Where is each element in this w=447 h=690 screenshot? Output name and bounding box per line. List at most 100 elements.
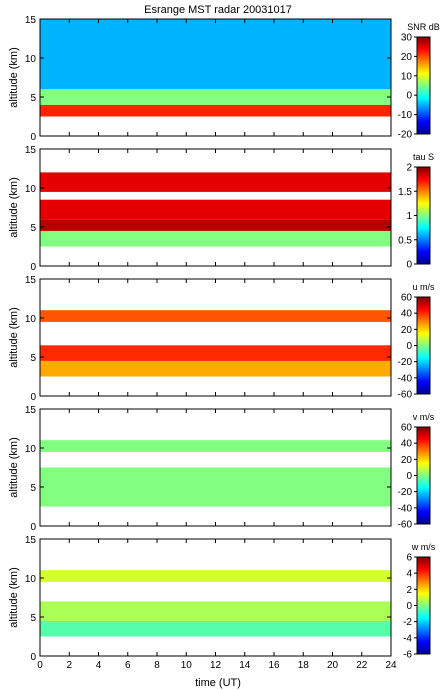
y-tick-label: 5 — [30, 353, 36, 364]
y-tick-label: 15 — [25, 405, 37, 416]
y-tick-label: 0 — [30, 132, 36, 143]
y-axis-label: altitude (km) — [8, 567, 20, 628]
colorbar-tick-label: 2 — [406, 585, 412, 596]
x-tick-label: 14 — [239, 660, 251, 671]
colorbar-tick-label: -6 — [403, 650, 412, 661]
y-axis-label: altitude (km) — [8, 437, 20, 498]
data-layer-1 — [40, 345, 391, 361]
x-tick-label: 0 — [37, 660, 43, 671]
colorbar-tick-label: 60 — [401, 423, 413, 434]
colorbar — [416, 556, 431, 655]
x-tick-label: 6 — [125, 660, 131, 671]
colorbar-label: SNR dB — [407, 22, 440, 32]
y-tick-label: 0 — [30, 392, 36, 403]
colorbar-tick-label: -40 — [398, 503, 413, 514]
x-tick-label: 16 — [268, 660, 280, 671]
panel-SNR: 0 5 10 15 altitude (km) SNR dB -20 -10 0 10 20 30 — [8, 15, 440, 143]
data-layer-2 — [40, 19, 391, 90]
y-tick-label: 15 — [25, 145, 37, 156]
x-tick-label: 8 — [154, 660, 160, 671]
colorbar-tick-label: -10 — [398, 110, 413, 121]
colorbar-tick-label: -20 — [398, 130, 413, 141]
y-tick-label: 0 — [30, 262, 36, 273]
y-tick-label: 15 — [25, 535, 37, 546]
x-tick-label: 24 — [385, 660, 397, 671]
colorbar-tick-label: -60 — [398, 390, 413, 401]
plot-area — [40, 279, 391, 396]
colorbar-tick-label: 20 — [401, 455, 413, 466]
colorbar-tick-label: 0 — [406, 260, 412, 271]
data-layer-2 — [40, 310, 391, 322]
y-tick-label: 0 — [30, 522, 36, 533]
colorbar-tick-label: 1 — [406, 211, 412, 222]
colorbar-tick-label: -2 — [403, 617, 412, 628]
x-axis-label: time (UT) — [195, 677, 241, 689]
data-layer-0 — [40, 620, 391, 637]
colorbar-tick-label: -40 — [398, 373, 413, 384]
data-layer-2 — [40, 570, 391, 582]
y-axis-label: altitude (km) — [8, 47, 20, 108]
y-tick-label: 5 — [30, 613, 36, 624]
y-tick-label: 10 — [25, 574, 37, 585]
x-tick-label: 20 — [327, 660, 339, 671]
colorbar-tick-label: -20 — [398, 487, 413, 498]
y-tick-label: 5 — [30, 483, 36, 494]
plot-area — [40, 539, 391, 656]
panel-tau: 0 5 10 15 altitude (km) tau S 0 0.5 1 1.5 2 — [8, 145, 434, 273]
colorbar — [416, 166, 431, 265]
y-tick-label: 15 — [25, 15, 37, 26]
x-tick-label: 22 — [356, 660, 368, 671]
colorbar-tick-label: -60 — [398, 520, 413, 531]
colorbar-tick-label: 0 — [406, 341, 412, 352]
colorbar — [416, 426, 431, 525]
colorbar-tick-label: 0 — [406, 601, 412, 612]
colorbar-tick-label: 0.5 — [398, 235, 412, 246]
colorbar-tick-label: 0 — [406, 471, 412, 482]
colorbar-label: tau S — [413, 152, 434, 162]
y-tick-label: 10 — [25, 314, 37, 325]
data-layer-0 — [40, 104, 391, 117]
colorbar — [416, 296, 431, 395]
y-tick-label: 10 — [25, 444, 37, 455]
y-axis-label: altitude (km) — [8, 307, 20, 368]
colorbar-tick-label: 40 — [401, 309, 413, 320]
colorbar-label: w m/s — [411, 542, 436, 552]
x-tick-label: 4 — [96, 660, 102, 671]
figure-title: Esrange MST radar 20031017 — [144, 4, 292, 16]
colorbar-tick-label: 60 — [401, 293, 413, 304]
colorbar-tick-label: 6 — [406, 553, 412, 564]
panel-u: 0 5 10 15 altitude (km) u m/s -60 -40 -20 0 20 40 60 — [8, 275, 435, 403]
y-axis-label: altitude (km) — [8, 177, 20, 238]
colorbar-tick-label: 2 — [406, 163, 412, 174]
colorbar-tick-label: 10 — [401, 71, 413, 82]
x-tick-label: 12 — [210, 660, 222, 671]
colorbar-tick-label: -4 — [403, 633, 412, 644]
colorbar-label: v m/s — [413, 412, 435, 422]
panel-v: 0 5 10 15 altitude (km) v m/s -60 -40 -20 0 20 40 60 — [8, 405, 435, 533]
data-layer-0 — [40, 467, 391, 507]
data-layer-2 — [40, 199, 391, 220]
data-layer-3 — [40, 172, 391, 192]
colorbar-tick-label: 4 — [406, 569, 412, 580]
colorbar-tick-label: 40 — [401, 439, 413, 450]
y-tick-label: 5 — [30, 223, 36, 234]
y-tick-label: 10 — [25, 54, 37, 65]
y-tick-label: 10 — [25, 184, 37, 195]
y-tick-label: 5 — [30, 93, 36, 104]
colorbar-tick-label: 1.5 — [398, 187, 412, 198]
data-layer-1 — [40, 219, 391, 231]
x-tick-label: 2 — [66, 660, 72, 671]
colorbar-tick-label: 30 — [401, 33, 413, 44]
data-layer-1 — [40, 89, 391, 105]
data-layer-0 — [40, 230, 391, 247]
colorbar — [416, 36, 431, 135]
x-tick-label: 10 — [181, 660, 193, 671]
colorbar-tick-label: -20 — [398, 357, 413, 368]
colorbar-tick-label: 20 — [401, 325, 413, 336]
colorbar-tick-label: 0 — [406, 91, 412, 102]
data-layer-1 — [40, 601, 391, 621]
data-layer-1 — [40, 440, 391, 452]
y-tick-label: 15 — [25, 275, 37, 286]
